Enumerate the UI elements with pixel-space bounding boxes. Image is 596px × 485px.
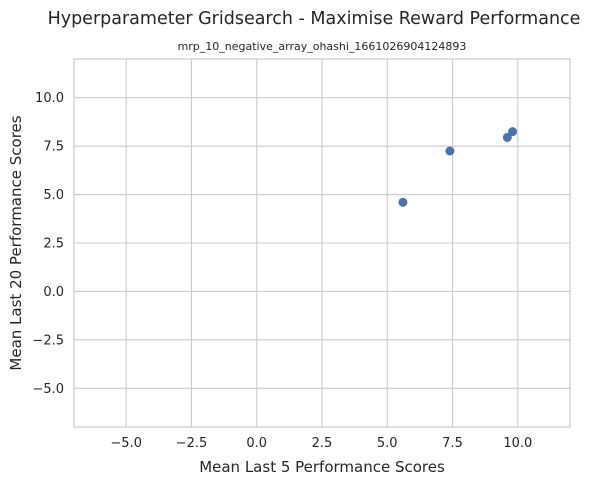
y-tick-label: −5.0 [32,382,64,397]
y-tick-label: 2.5 [43,237,64,252]
y-grid [74,97,570,389]
x-tick-label: 0.0 [246,436,267,451]
x-tick-label: −5.0 [110,436,142,451]
y-axis-label: Mean Last 20 Performance Scores [7,115,25,370]
chart-subtitle: mrp_10_negative_array_ohashi_16610269041… [178,40,467,53]
x-tick-label: 7.5 [442,436,463,451]
y-tick-label: 10.0 [35,91,64,106]
x-tick-label: 2.5 [312,436,333,451]
plot-area [73,58,571,428]
y-tick-label: 5.0 [43,188,64,203]
x-axis-label: Mean Last 5 Performance Scores [199,458,445,476]
y-tick-label: 7.5 [43,140,64,155]
x-tick-label: 5.0 [377,436,398,451]
x-tick-label: −2.5 [176,436,208,451]
scatter-point [508,127,518,137]
scatter-points [398,127,518,207]
y-tick-labels: −5.0 −2.5 0.0 2.5 5.0 7.5 10.0 [32,91,64,397]
y-tick-label: −2.5 [32,333,64,348]
x-tick-labels: −5.0 −2.5 0.0 2.5 5.0 7.5 10.0 [110,436,532,451]
chart-suptitle: Hyperparameter Gridsearch - Maximise Rew… [48,9,581,29]
axes-frame [73,58,571,428]
scatter-point [502,132,512,142]
scatter-point [445,146,455,156]
scatter-point [398,197,408,207]
y-tick-label: 0.0 [43,285,64,300]
x-tick-label: 10.0 [503,436,532,451]
